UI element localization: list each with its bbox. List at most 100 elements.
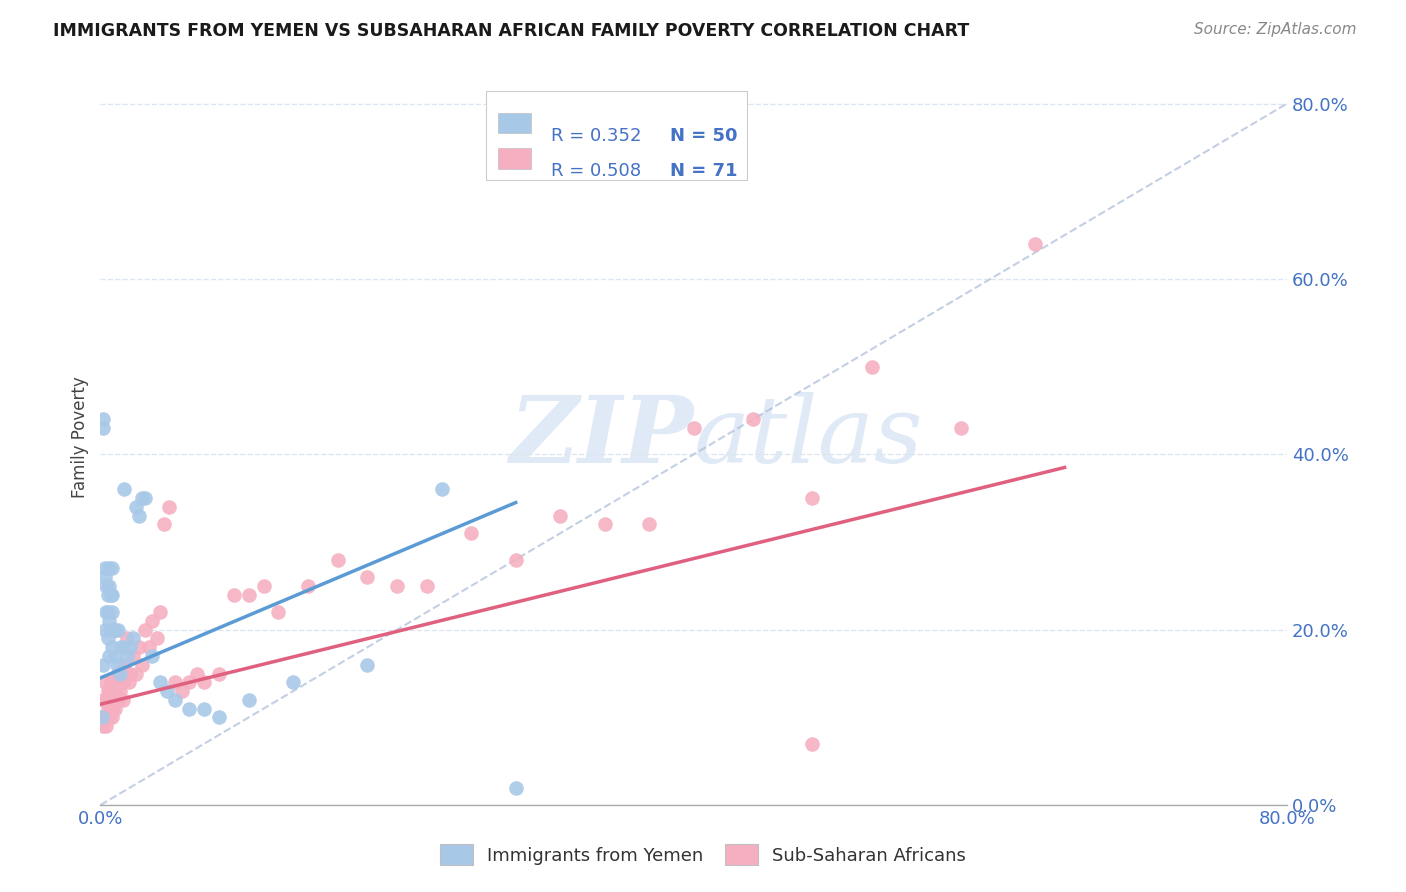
Point (505, 780, 527, 795)
Point (163, 675, 186, 690)
Point (108, 684, 131, 698)
Point (297, 579, 319, 593)
Point (101, 710, 124, 724)
Point (134, 623, 156, 637)
Point (112, 657, 135, 672)
Point (117, 675, 139, 690)
Point (90, 710, 112, 724)
Point (460, 526, 482, 541)
Point (193, 701, 215, 715)
Point (98, 710, 121, 724)
Point (97, 701, 120, 715)
Point (101, 561, 124, 575)
Point (100, 675, 122, 690)
Point (801, 737, 824, 751)
Point (97, 588, 120, 602)
Point (91, 693, 114, 707)
Point (98, 561, 121, 575)
Point (149, 675, 172, 690)
Point (112, 483, 135, 497)
Point (98, 648, 121, 663)
Point (94, 570, 117, 584)
Point (91, 412, 114, 426)
Point (122, 632, 145, 646)
Point (97, 605, 120, 619)
Point (100, 588, 122, 602)
Point (138, 640, 160, 655)
Point (96, 579, 118, 593)
Point (186, 666, 208, 681)
Point (131, 657, 153, 672)
Point (153, 517, 176, 532)
Text: R = 0.352: R = 0.352 (551, 128, 641, 145)
Point (505, 552, 527, 566)
Text: atlas: atlas (693, 392, 924, 482)
Point (96, 719, 118, 733)
Point (101, 588, 124, 602)
Point (94, 675, 117, 690)
Point (108, 666, 131, 681)
Point (104, 684, 127, 698)
Point (94, 561, 117, 575)
Point (105, 657, 128, 672)
Point (149, 605, 172, 619)
Text: ZIP: ZIP (509, 392, 693, 482)
Point (208, 666, 231, 681)
Point (110, 640, 132, 655)
Point (104, 701, 127, 715)
Point (430, 483, 453, 497)
Point (163, 693, 186, 707)
Point (111, 693, 134, 707)
Point (105, 675, 128, 690)
Point (134, 491, 156, 505)
Point (104, 623, 127, 637)
Point (860, 359, 883, 374)
Point (548, 508, 571, 523)
Point (100, 701, 122, 715)
Point (94, 623, 117, 637)
Point (97, 710, 120, 724)
Point (118, 640, 141, 655)
Point (111, 675, 134, 690)
Point (128, 508, 150, 523)
Point (96, 693, 118, 707)
Point (593, 517, 616, 532)
Point (125, 500, 148, 514)
Point (107, 623, 129, 637)
Point (415, 579, 437, 593)
Point (949, 421, 972, 435)
Text: N = 71: N = 71 (671, 162, 738, 180)
Point (91, 719, 114, 733)
Point (122, 648, 145, 663)
Point (238, 588, 260, 602)
Point (238, 693, 260, 707)
Point (128, 640, 150, 655)
Point (156, 684, 179, 698)
Point (141, 614, 163, 628)
Point (103, 693, 125, 707)
Point (94, 710, 117, 724)
Point (98, 614, 121, 628)
FancyBboxPatch shape (498, 112, 531, 133)
Point (326, 552, 349, 566)
Text: IMMIGRANTS FROM YEMEN VS SUBSAHARAN AFRICAN FAMILY POVERTY CORRELATION CHART: IMMIGRANTS FROM YEMEN VS SUBSAHARAN AFRI… (53, 22, 970, 40)
Point (100, 623, 122, 637)
Point (104, 648, 127, 663)
Point (682, 421, 704, 435)
Point (90, 710, 112, 724)
Point (96, 605, 118, 619)
Point (141, 648, 163, 663)
FancyBboxPatch shape (486, 91, 747, 180)
Point (283, 675, 305, 690)
Point (145, 632, 167, 646)
FancyBboxPatch shape (498, 148, 531, 169)
Point (267, 605, 290, 619)
Point (115, 632, 138, 646)
Point (118, 666, 141, 681)
Point (131, 491, 153, 505)
Point (252, 579, 274, 593)
Point (101, 640, 124, 655)
Point (1024, 236, 1046, 251)
Text: R = 0.508: R = 0.508 (551, 162, 641, 180)
Point (125, 666, 148, 681)
